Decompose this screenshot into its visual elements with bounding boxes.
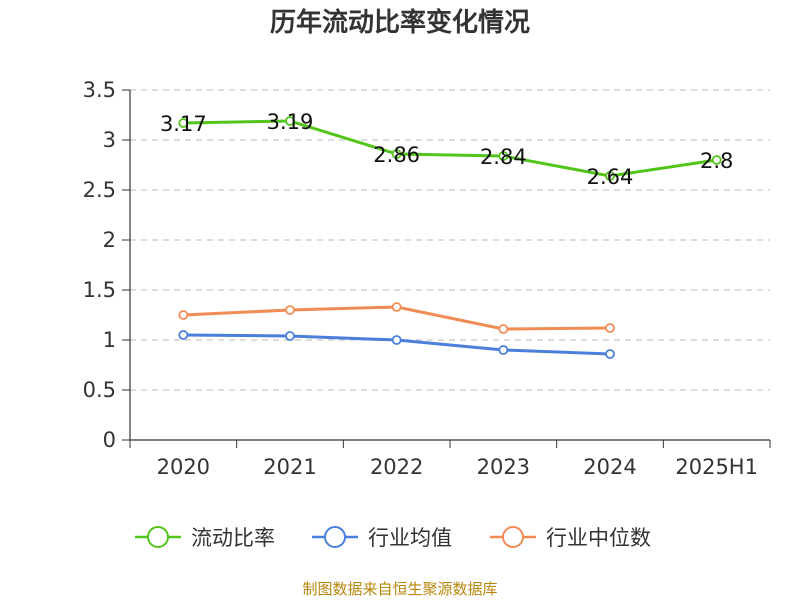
data-point <box>498 324 509 334</box>
y-tick-label: 0 <box>103 428 116 452</box>
data-point <box>498 345 509 355</box>
y-tick-label: 3.5 <box>83 78 116 102</box>
legend-swatch-marker <box>147 526 169 548</box>
x-tick-label: 2021 <box>263 455 316 479</box>
data-label: 2.84 <box>480 145 527 169</box>
data-label: 2.64 <box>587 165 634 189</box>
data-label: 2.8 <box>700 149 733 173</box>
x-tick-label: 2020 <box>157 455 210 479</box>
y-tick-label: 0.5 <box>83 378 116 402</box>
data-label: 3.19 <box>267 110 314 134</box>
y-tick-label: 3 <box>103 128 116 152</box>
legend-label: 行业中位数 <box>546 526 651 550</box>
data-point <box>605 171 615 181</box>
data-label: 3.17 <box>160 112 207 136</box>
data-point <box>285 305 295 315</box>
source-footer: 制图数据来自恒生聚源数据库 <box>302 580 498 598</box>
data-labels: 3.17 3.19 2.86 2.84 2.64 2.8 <box>160 110 733 189</box>
series-lines <box>178 116 722 359</box>
chart-title: 历年流动比率变化情况 <box>269 8 530 38</box>
y-tick-label: 2.5 <box>83 178 116 202</box>
x-tick-label: 2025H1 <box>675 455 758 479</box>
data-point <box>285 331 295 341</box>
grid-lines <box>130 89 770 391</box>
legend: 流动比率 行业均值 行业中位数 <box>135 526 651 550</box>
data-point <box>391 335 402 345</box>
data-point <box>391 149 402 159</box>
data-point <box>605 349 615 359</box>
axes: 0 0.5 1 1.5 2 2.5 3 3.5 2020 2021 2022 2023 2024 2025… <box>83 78 771 479</box>
data-point <box>178 310 189 320</box>
data-point <box>498 151 509 161</box>
data-point <box>178 118 189 128</box>
data-label: 2.86 <box>373 143 420 167</box>
x-tick-label: 2022 <box>370 455 423 479</box>
data-point <box>285 116 295 126</box>
legend-swatch-marker <box>324 526 346 548</box>
y-tick-label: 1 <box>103 328 116 352</box>
y-tick-label: 1.5 <box>83 278 116 302</box>
legend-label: 流动比率 <box>191 526 275 550</box>
x-tick-label: 2024 <box>583 455 636 479</box>
data-point <box>178 330 189 340</box>
data-point <box>605 323 615 333</box>
legend-swatch-marker <box>502 526 524 548</box>
legend-label: 行业均值 <box>368 526 452 550</box>
y-tick-label: 2 <box>103 228 116 252</box>
series-line <box>181 119 719 178</box>
data-point <box>391 302 402 312</box>
x-tick-label: 2023 <box>477 455 530 479</box>
data-point <box>711 155 722 165</box>
